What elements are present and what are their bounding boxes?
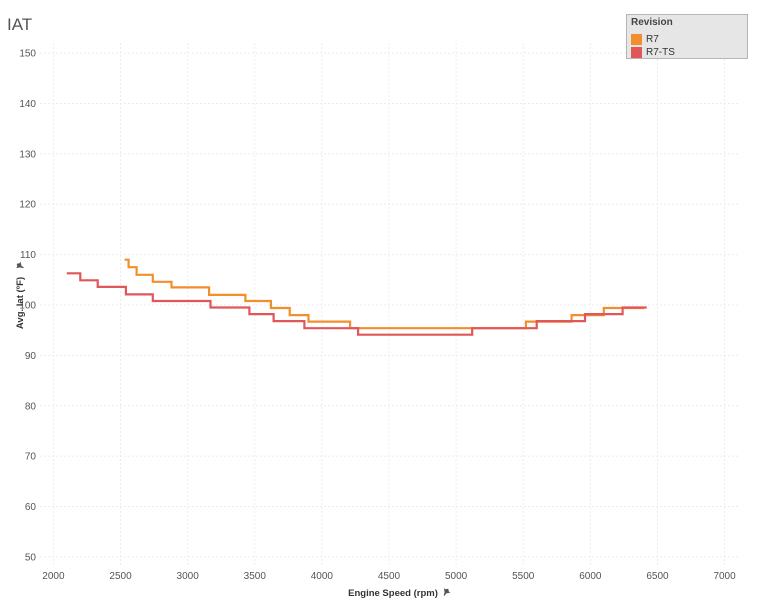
- grid-lines: [40, 43, 738, 567]
- series-line-r7[interactable]: [124, 258, 644, 330]
- y-tick-label: 100: [19, 301, 36, 312]
- x-tick-label: 6000: [579, 571, 602, 582]
- legend: Revision R7 R7-TS: [626, 14, 748, 59]
- y-tick-label: 130: [19, 149, 36, 160]
- y-tick-label: 70: [25, 452, 37, 463]
- y-tick-label: 80: [25, 401, 37, 412]
- x-tick-label: 2000: [42, 571, 65, 582]
- x-tick-label: 7000: [713, 571, 736, 582]
- x-tick-label: 4000: [311, 571, 334, 582]
- x-axis: 2000 2500 3000 3500 4000 4500 5000 5500 6000 6500…: [42, 571, 736, 582]
- y-axis-title: Avg. Iat (ºF): [15, 277, 26, 329]
- x-tick-label: 5500: [512, 571, 535, 582]
- x-tick-label: 5000: [445, 571, 468, 582]
- chart-title: IAT: [7, 15, 33, 34]
- x-tick-label: 3000: [177, 571, 200, 582]
- legend-title: Revision: [631, 17, 673, 28]
- y-tick-label: 140: [19, 99, 36, 110]
- y-tick-label: 150: [19, 49, 36, 60]
- legend-swatch-r7-ts: [631, 46, 642, 58]
- y-tick-label: 120: [19, 200, 36, 211]
- series-line-r7-ts[interactable]: [66, 272, 647, 336]
- legend-label-r7: R7: [646, 33, 659, 45]
- y-tick-label: 50: [25, 552, 37, 563]
- y-tick-label: 60: [25, 502, 37, 513]
- y-tick-label: 110: [20, 250, 36, 261]
- y-axis: 50 60 70 80 90 100 110 120 130 140 150: [19, 49, 36, 564]
- x-tick-label: 4500: [378, 571, 401, 582]
- y-tick-label: 90: [25, 351, 37, 362]
- legend-item-r7[interactable]: R7: [631, 33, 659, 45]
- x-tick-label: 3500: [244, 571, 267, 582]
- pin-icon[interactable]: [440, 586, 451, 597]
- legend-swatch-r7: [631, 33, 642, 45]
- legend-label-r7-ts: R7-TS: [646, 46, 675, 58]
- series-layer: [66, 258, 647, 336]
- legend-item-r7-ts[interactable]: R7-TS: [631, 46, 675, 58]
- x-tick-label: 6500: [646, 571, 669, 582]
- x-axis-title: Engine Speed (rpm): [348, 588, 438, 599]
- x-tick-label: 2500: [109, 571, 132, 582]
- pin-icon[interactable]: [14, 260, 25, 271]
